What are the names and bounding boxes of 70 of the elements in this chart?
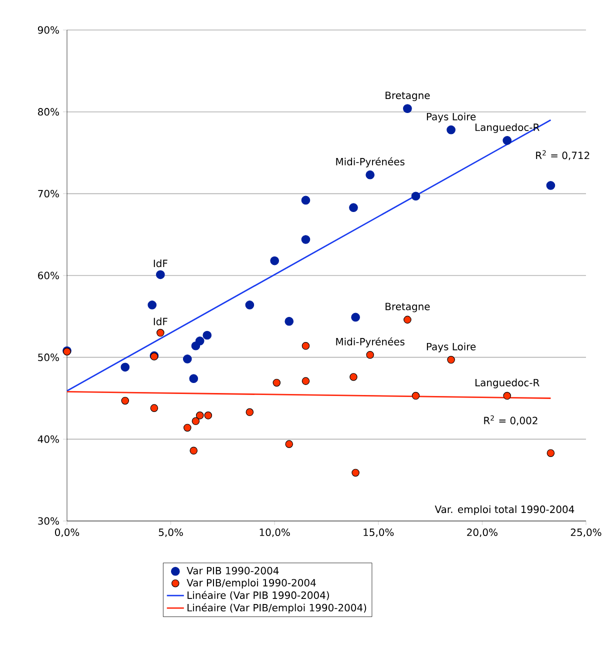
legend-label: Var PIB/emploi 1990-2004 xyxy=(186,578,316,588)
annotation: Languedoc-R xyxy=(475,378,540,388)
annotation: IdF xyxy=(154,318,168,326)
x-tick-label: 15,0% xyxy=(364,528,394,538)
annotation: Midi-Pyrénées xyxy=(336,337,404,348)
x-tick-label: 20,0% xyxy=(467,528,498,538)
point xyxy=(352,468,360,477)
y-tick-label: 60% xyxy=(38,272,59,280)
annotation: R$^{2}$ = 0,002 xyxy=(484,415,538,426)
point xyxy=(285,440,293,448)
x-tick-label: 5,0% xyxy=(158,528,183,538)
point xyxy=(350,373,358,381)
annotation: Midi-Pyrénées xyxy=(336,157,404,168)
point xyxy=(272,378,280,387)
annotation: R$^{2}$ = 0,712 xyxy=(536,150,590,160)
x-tick-label: 10,0% xyxy=(260,528,290,538)
point xyxy=(121,396,129,405)
annotation: Pays Loire xyxy=(426,112,476,122)
point xyxy=(195,336,204,346)
point xyxy=(301,235,310,244)
point xyxy=(302,342,310,350)
point xyxy=(301,196,310,205)
legend-label: Linéaire (Var PIB 1990-2004) xyxy=(188,590,329,600)
y-tick-label: 70% xyxy=(38,190,59,198)
point xyxy=(183,424,192,432)
point xyxy=(196,412,204,420)
point xyxy=(270,256,279,266)
x-axis-title: Var. emploi total 1990-2004 xyxy=(434,505,574,516)
point xyxy=(366,350,374,359)
annotation: Bretagne xyxy=(386,92,430,102)
point xyxy=(150,404,158,412)
point xyxy=(245,300,254,310)
point xyxy=(148,300,156,310)
point xyxy=(402,104,412,113)
x-tick-label: 0,0% xyxy=(54,528,80,538)
point xyxy=(204,412,212,420)
y-tick-label: 80% xyxy=(38,108,59,116)
point xyxy=(246,408,254,416)
point xyxy=(366,170,374,180)
point xyxy=(120,362,130,372)
point xyxy=(546,449,555,457)
y-tick-label: 30% xyxy=(38,517,59,525)
point xyxy=(348,203,358,212)
point xyxy=(156,270,165,280)
point xyxy=(412,392,420,400)
y-tick-label: 40% xyxy=(38,435,59,443)
legend-label: Var PIB 1990-2004 xyxy=(186,566,279,574)
annotation: IdF xyxy=(154,259,168,268)
annotation: Pays Loire xyxy=(426,342,476,352)
point xyxy=(156,328,164,337)
point xyxy=(190,446,198,455)
point xyxy=(502,136,512,145)
point xyxy=(503,392,511,400)
point xyxy=(351,312,360,322)
point xyxy=(411,192,420,201)
point xyxy=(182,354,192,364)
point xyxy=(189,374,198,384)
point xyxy=(284,316,294,326)
point xyxy=(447,356,455,364)
y-tick-label: 90% xyxy=(38,26,59,34)
point xyxy=(404,316,412,324)
point xyxy=(192,417,200,426)
annotation: Bretagne xyxy=(386,302,430,312)
point xyxy=(446,125,456,134)
legend-label: Linéaire (Var PIB/emploi 1990-2004) xyxy=(188,603,366,614)
point xyxy=(302,377,310,385)
point xyxy=(202,330,212,340)
x-tick-label: 25,0% xyxy=(570,528,602,538)
point xyxy=(546,181,556,190)
y-tick-label: 50% xyxy=(38,354,59,362)
